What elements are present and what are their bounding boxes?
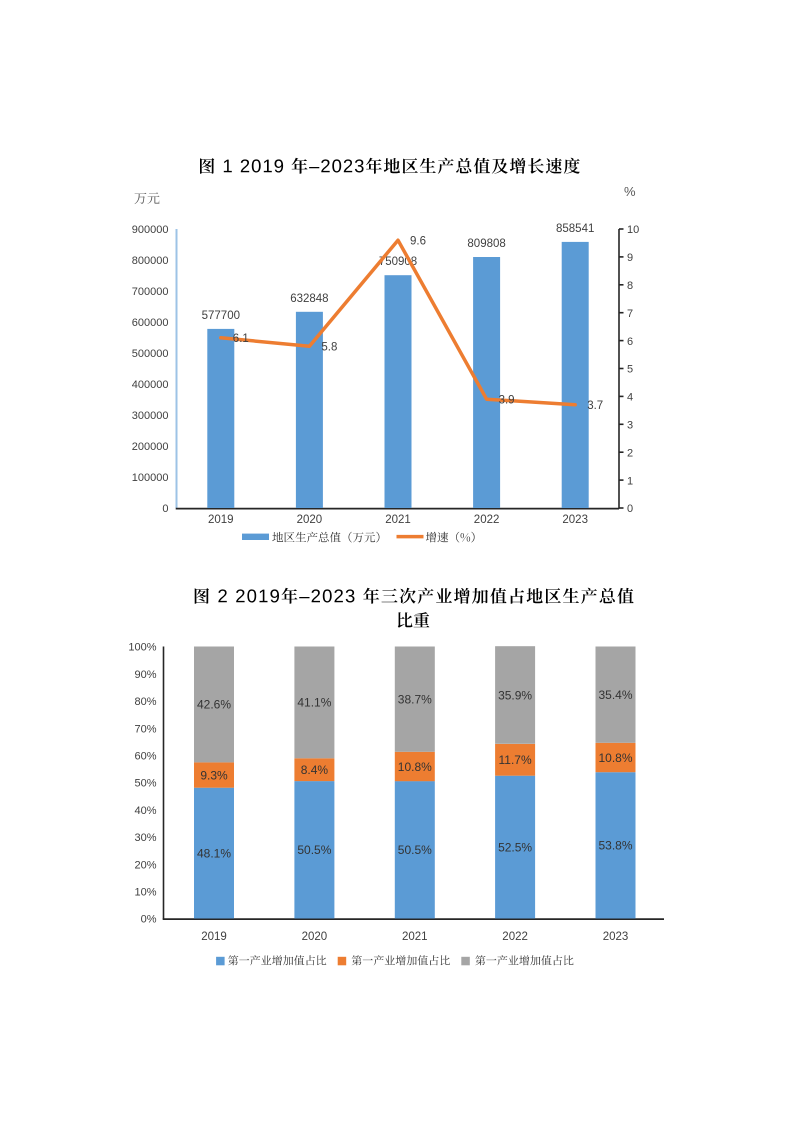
svg-text:800000: 800000 xyxy=(132,255,169,267)
svg-text:0: 0 xyxy=(627,503,633,515)
svg-text:70%: 70% xyxy=(134,723,156,735)
svg-text:35.4%: 35.4% xyxy=(598,688,632,702)
svg-text:9: 9 xyxy=(627,252,633,264)
svg-text:700000: 700000 xyxy=(132,286,169,298)
svg-text:48.1%: 48.1% xyxy=(197,846,231,860)
svg-text:53.8%: 53.8% xyxy=(598,839,632,853)
svg-text:200000: 200000 xyxy=(132,441,169,453)
svg-text:20%: 20% xyxy=(134,859,156,871)
svg-text:30%: 30% xyxy=(134,832,156,844)
svg-text:9.6: 9.6 xyxy=(410,235,426,247)
svg-text:5: 5 xyxy=(627,364,633,376)
svg-text:100000: 100000 xyxy=(132,472,169,484)
svg-text:2023: 2023 xyxy=(603,931,629,943)
svg-text:42.6%: 42.6% xyxy=(197,698,231,712)
svg-text:2022: 2022 xyxy=(502,931,528,943)
svg-text:1: 1 xyxy=(627,475,633,487)
svg-text:6.1: 6.1 xyxy=(233,333,249,345)
svg-text:10.8%: 10.8% xyxy=(398,760,432,774)
svg-text:80%: 80% xyxy=(134,696,156,708)
svg-text:50.5%: 50.5% xyxy=(297,843,331,857)
svg-text:60%: 60% xyxy=(134,751,156,763)
svg-text:9.3%: 9.3% xyxy=(200,768,228,782)
svg-text:41.1%: 41.1% xyxy=(297,696,331,710)
svg-text:900000: 900000 xyxy=(132,224,169,236)
svg-text:10.8%: 10.8% xyxy=(598,751,632,765)
svg-text:40%: 40% xyxy=(134,805,156,817)
svg-text:6: 6 xyxy=(627,336,633,348)
svg-text:2021: 2021 xyxy=(402,931,428,943)
svg-text:0: 0 xyxy=(162,503,168,515)
svg-text:4: 4 xyxy=(627,392,633,404)
svg-text:500000: 500000 xyxy=(132,348,169,360)
svg-text:577700: 577700 xyxy=(202,310,240,322)
svg-text:3: 3 xyxy=(627,420,633,432)
svg-text:%: % xyxy=(624,184,636,199)
svg-text:2023: 2023 xyxy=(562,514,588,526)
svg-text:3.9: 3.9 xyxy=(499,394,515,406)
svg-text:0%: 0% xyxy=(141,914,157,926)
svg-text:5.8: 5.8 xyxy=(321,341,337,353)
svg-text:2: 2 xyxy=(627,447,633,459)
svg-text:11.7%: 11.7% xyxy=(499,753,532,767)
svg-text:7: 7 xyxy=(627,308,633,320)
svg-text:809808: 809808 xyxy=(467,238,505,250)
svg-text:100%: 100% xyxy=(128,642,156,654)
svg-text:50%: 50% xyxy=(134,778,156,790)
svg-text:8: 8 xyxy=(627,280,633,292)
svg-text:90%: 90% xyxy=(134,669,156,681)
svg-text:2021: 2021 xyxy=(385,514,411,526)
svg-text:632848: 632848 xyxy=(290,293,328,305)
svg-text:38.7%: 38.7% xyxy=(398,692,432,706)
svg-text:2019: 2019 xyxy=(201,931,227,943)
svg-text:35.9%: 35.9% xyxy=(498,688,532,702)
svg-text:2022: 2022 xyxy=(474,514,500,526)
svg-text:3.7: 3.7 xyxy=(587,400,603,412)
svg-text:10%: 10% xyxy=(134,887,156,899)
svg-text:2020: 2020 xyxy=(297,514,323,526)
svg-text:300000: 300000 xyxy=(132,410,169,422)
svg-text:400000: 400000 xyxy=(132,379,169,391)
svg-text:600000: 600000 xyxy=(132,317,169,329)
svg-text:10: 10 xyxy=(627,224,639,236)
svg-text:50.5%: 50.5% xyxy=(398,843,432,857)
svg-text:52.5%: 52.5% xyxy=(498,840,532,854)
svg-text:2019: 2019 xyxy=(208,514,234,526)
svg-text:2020: 2020 xyxy=(302,931,328,943)
svg-text:858541: 858541 xyxy=(556,223,594,235)
svg-text:8.4%: 8.4% xyxy=(301,763,329,777)
